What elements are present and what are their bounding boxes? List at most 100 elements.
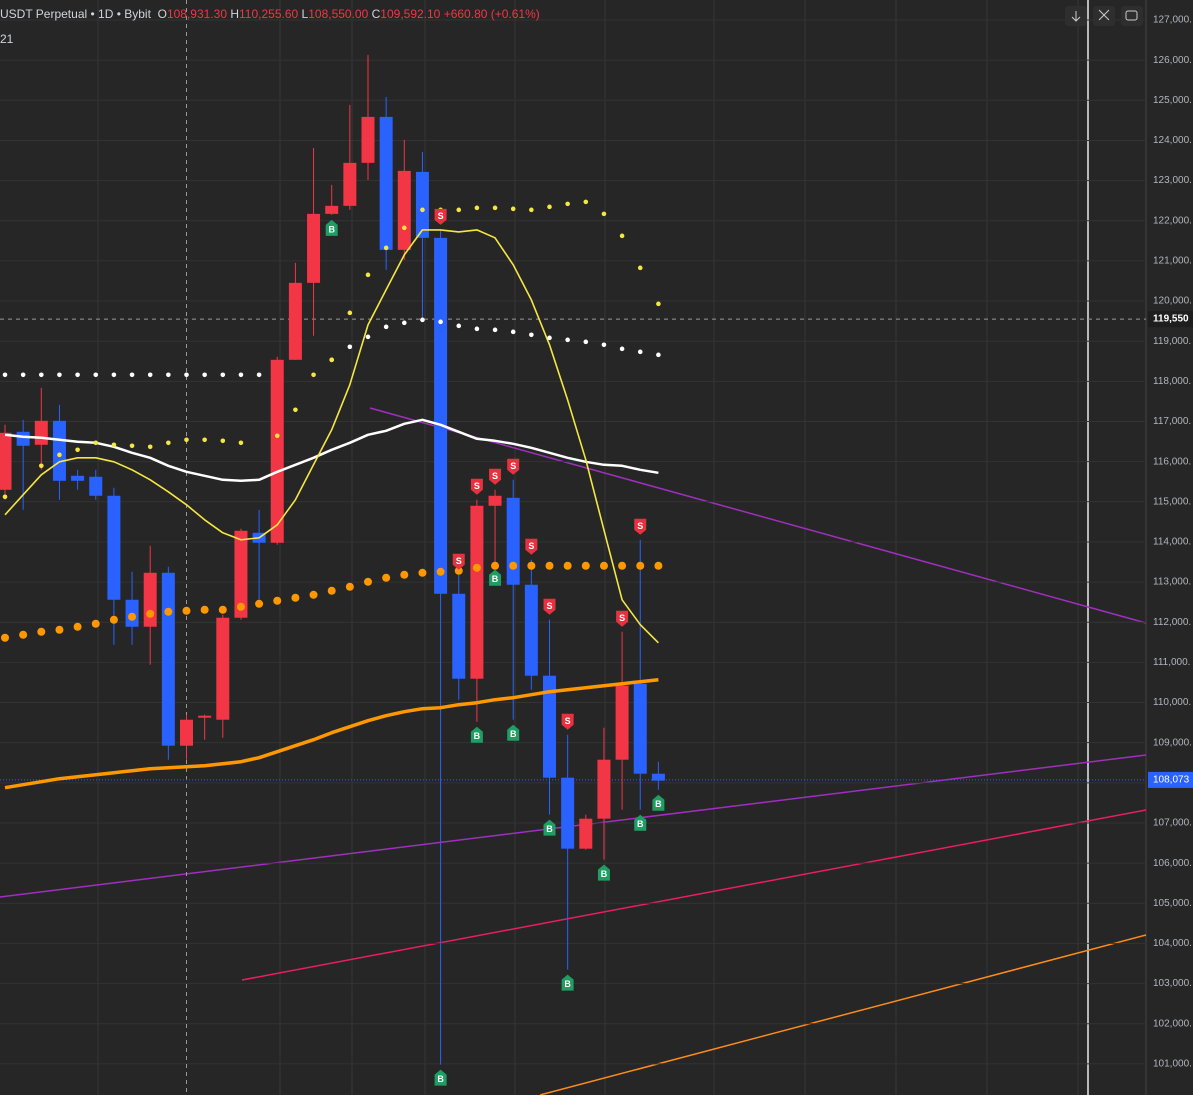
candle-body [198, 715, 212, 718]
indicator-dot [220, 372, 226, 378]
indicator-dot [291, 593, 300, 602]
indicator-dot [327, 586, 336, 595]
candle-body [270, 359, 284, 543]
y-tick-label: 112,000. [1153, 617, 1191, 628]
indicator-dot [91, 619, 100, 628]
indicator-dot [75, 372, 80, 378]
signal-badge [543, 819, 556, 836]
buy-signal: B [434, 1069, 447, 1086]
candle-body [543, 675, 556, 778]
button[interactable] [1121, 6, 1143, 26]
indicator-dot [19, 630, 28, 639]
y-tick-label: 113,000. [1153, 577, 1191, 588]
indicator-dot [57, 372, 62, 378]
indicator-dot [255, 599, 264, 608]
indicator-dot [55, 625, 64, 634]
indicator-dot [93, 372, 99, 378]
indicator-dot [166, 440, 171, 446]
indicator-dot [220, 438, 226, 444]
candle-body [161, 572, 175, 746]
indicator-dot [147, 444, 153, 450]
signal-label: B [510, 729, 517, 739]
candle-body [415, 171, 429, 238]
candle-body [470, 505, 484, 679]
y-tick-label: 125,000. [1153, 95, 1192, 106]
indicator-dot [1, 633, 9, 642]
signal-label: S [474, 481, 480, 491]
indicator-dot [619, 346, 625, 352]
indicator-dot [146, 609, 155, 618]
indicator-dot [202, 437, 207, 443]
ohlc-value: 108,550.00 [308, 7, 369, 21]
trend-line [241, 809, 1147, 981]
indicator-dot [2, 494, 8, 500]
ohlc-label: C [371, 7, 381, 21]
indicator-dot [618, 561, 627, 570]
y-tick-label: 117,000. [1153, 416, 1191, 427]
indicator-dot [147, 372, 153, 378]
signal-badge [470, 478, 483, 495]
indicator-label: 21 [0, 32, 14, 46]
indicator-dot [218, 605, 227, 614]
indicator-dot [436, 567, 445, 576]
indicator-dot [202, 372, 207, 378]
moving-average [4, 677, 659, 790]
candle-body [0, 432, 12, 490]
indicator-dot [583, 339, 589, 345]
y-tick-label: 111,000. [1153, 657, 1190, 668]
indicator-dot [365, 334, 371, 340]
sell-signal: S [525, 538, 538, 555]
candle-body [597, 759, 611, 819]
indicator-dot [456, 207, 462, 213]
buy-signal: B [597, 864, 610, 881]
indicator-dot [402, 320, 407, 326]
indicator-dot [111, 442, 117, 448]
signal-label: B [601, 869, 608, 879]
y-tick-label: 106,000. [1153, 858, 1192, 869]
candle-body [488, 495, 502, 506]
signal-badge [634, 814, 647, 831]
indicator-dot [581, 561, 590, 570]
buy-signal: B [489, 569, 502, 586]
indicator-dot [273, 596, 282, 605]
buy-signal: B [325, 219, 338, 236]
buy-signal: B [507, 724, 520, 741]
indicator-dot [492, 327, 498, 333]
indicator-dot [545, 561, 554, 570]
indicator-dot [637, 265, 643, 271]
indicator-dot [474, 326, 480, 332]
signal-badge [489, 569, 502, 586]
y-tick-label: 127,000. [1153, 15, 1192, 26]
signal-label: S [492, 471, 498, 481]
indicator-dot [601, 211, 607, 217]
y-tick-label: 102,000. [1153, 1018, 1192, 1029]
indicator-dot [509, 561, 518, 570]
buy-signal: B [470, 726, 483, 743]
indicator-dot [309, 590, 318, 599]
signal-label: S [565, 716, 571, 726]
button[interactable] [1093, 6, 1115, 26]
indicator-dot [400, 570, 409, 579]
candle-body [180, 719, 193, 746]
indicator-dot [656, 352, 661, 358]
indicator-dot [311, 372, 316, 378]
indicator-dot [329, 357, 335, 363]
signal-label: S [528, 541, 534, 551]
buy-signal: B [561, 974, 574, 991]
signal-label: S [619, 613, 625, 623]
indicator-dot [383, 324, 389, 330]
signal-label: S [546, 601, 552, 611]
indicator-dot [238, 440, 244, 446]
signal-badge [507, 458, 520, 475]
ohlc-value: 110,255.60 [239, 7, 299, 21]
candle-body [288, 282, 302, 360]
indicator-dot [182, 606, 191, 615]
indicator-dot [418, 568, 427, 577]
indicator-dot [39, 463, 44, 469]
icon [1071, 11, 1081, 22]
y-tick-label: 118,000. [1153, 376, 1191, 387]
indicator-dot [347, 344, 353, 350]
candle-body [16, 431, 30, 446]
candle-body [34, 420, 48, 445]
